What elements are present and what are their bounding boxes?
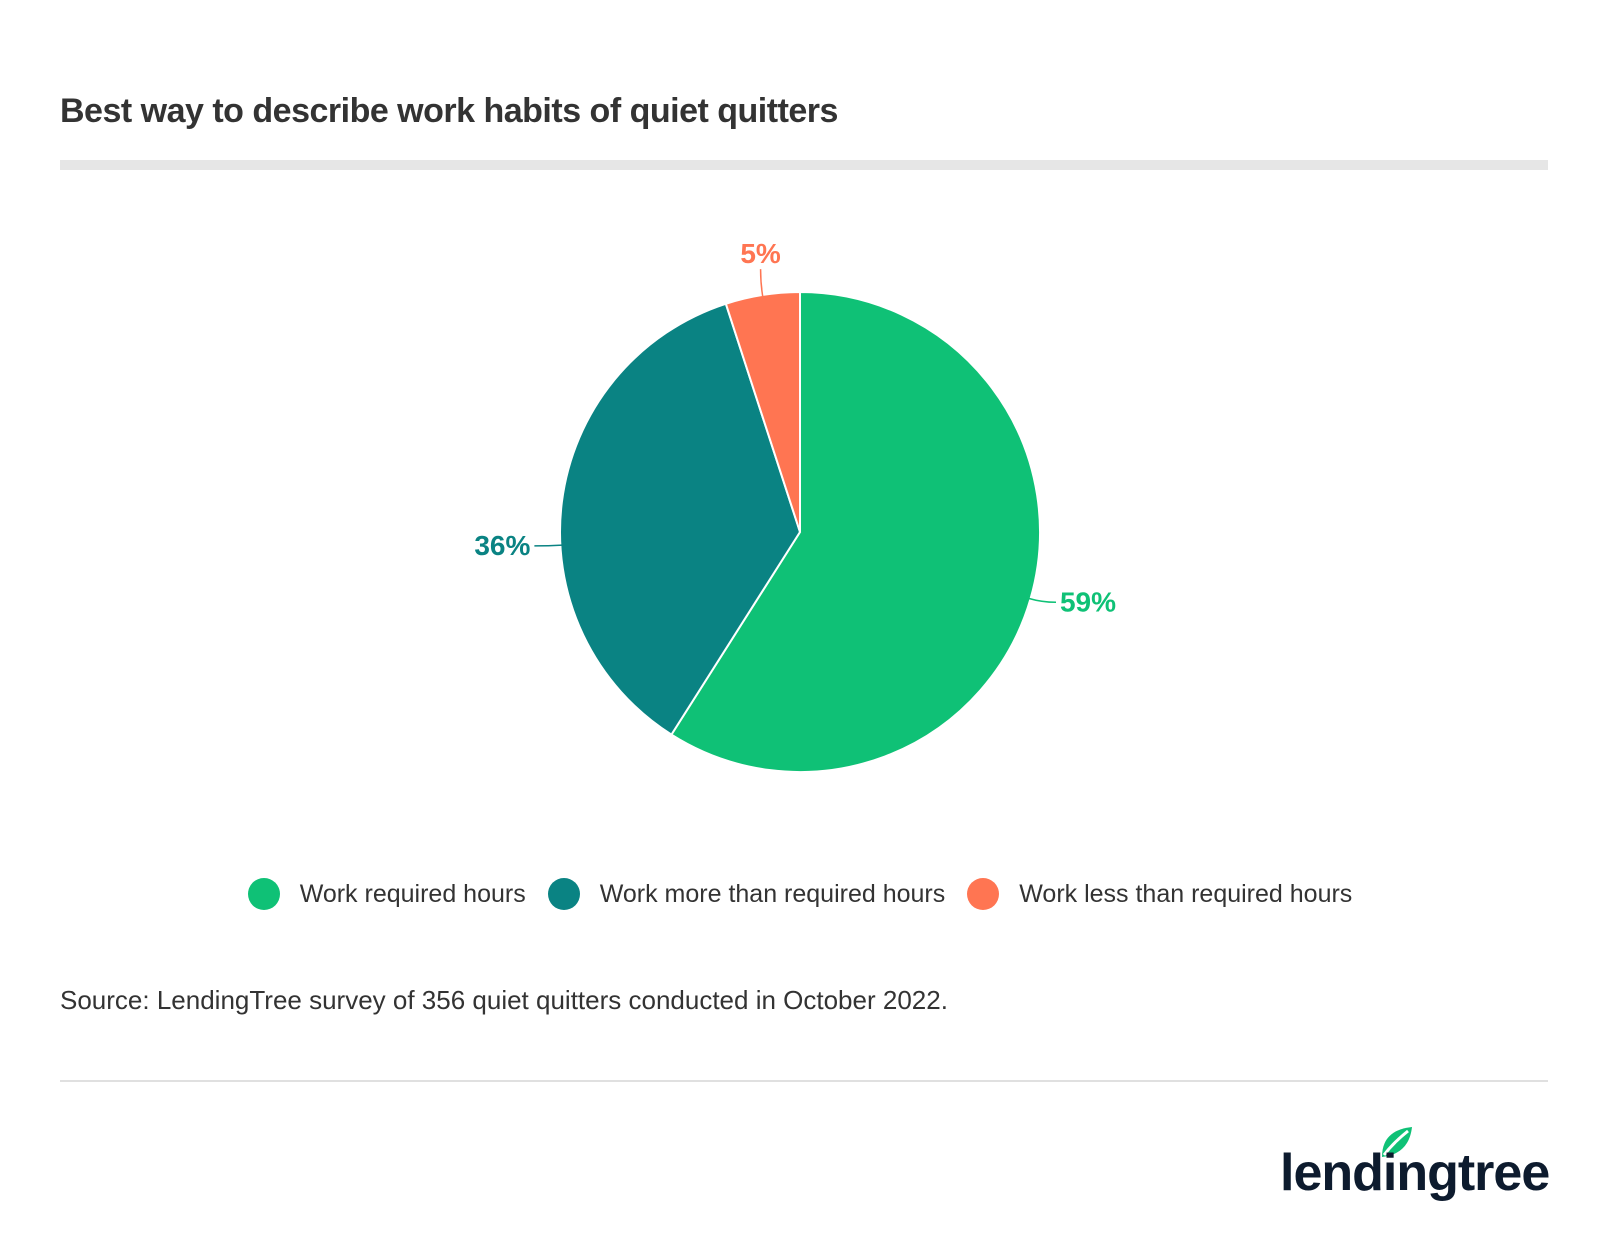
pie-slice-1 bbox=[559, 302, 802, 737]
leader-line-0 bbox=[1028, 597, 1056, 604]
data-label-0: 59% bbox=[1060, 586, 1116, 617]
legend-swatch bbox=[547, 878, 580, 910]
leader-line-2 bbox=[759, 269, 764, 298]
chart-legend: Work required hours Work more than requi… bbox=[0, 878, 1600, 910]
legend-swatch bbox=[247, 878, 280, 910]
legend-label: Work required hours bbox=[299, 879, 526, 908]
legend-item-work-required-hours: Work required hours bbox=[247, 878, 526, 910]
logo-wordmark: lendingtree bbox=[1280, 1144, 1550, 1202]
title-divider bbox=[60, 160, 1548, 170]
legend-item-work-less-than-required-hours: Work less than required hours bbox=[967, 878, 1352, 910]
lendingtree-logo: lendingtree bbox=[1280, 1125, 1550, 1205]
source-note: Source: LendingTree survey of 356 quiet … bbox=[60, 985, 948, 1015]
data-label-1: 36% bbox=[474, 530, 530, 561]
chart-title: Best way to describe work habits of quie… bbox=[60, 92, 838, 130]
leaf-icon bbox=[1382, 1127, 1412, 1157]
pie-chart: 59% 36% 5% bbox=[474, 238, 1116, 773]
legend-label: Work less than required hours bbox=[1019, 879, 1353, 908]
legend-item-work-more-than-required-hours: Work more than required hours bbox=[547, 878, 946, 910]
legend-swatch bbox=[967, 878, 1000, 910]
data-label-2: 5% bbox=[740, 238, 781, 269]
leader-line-1 bbox=[534, 544, 563, 547]
legend-label: Work more than required hours bbox=[599, 879, 946, 908]
footer-divider bbox=[60, 1080, 1548, 1082]
